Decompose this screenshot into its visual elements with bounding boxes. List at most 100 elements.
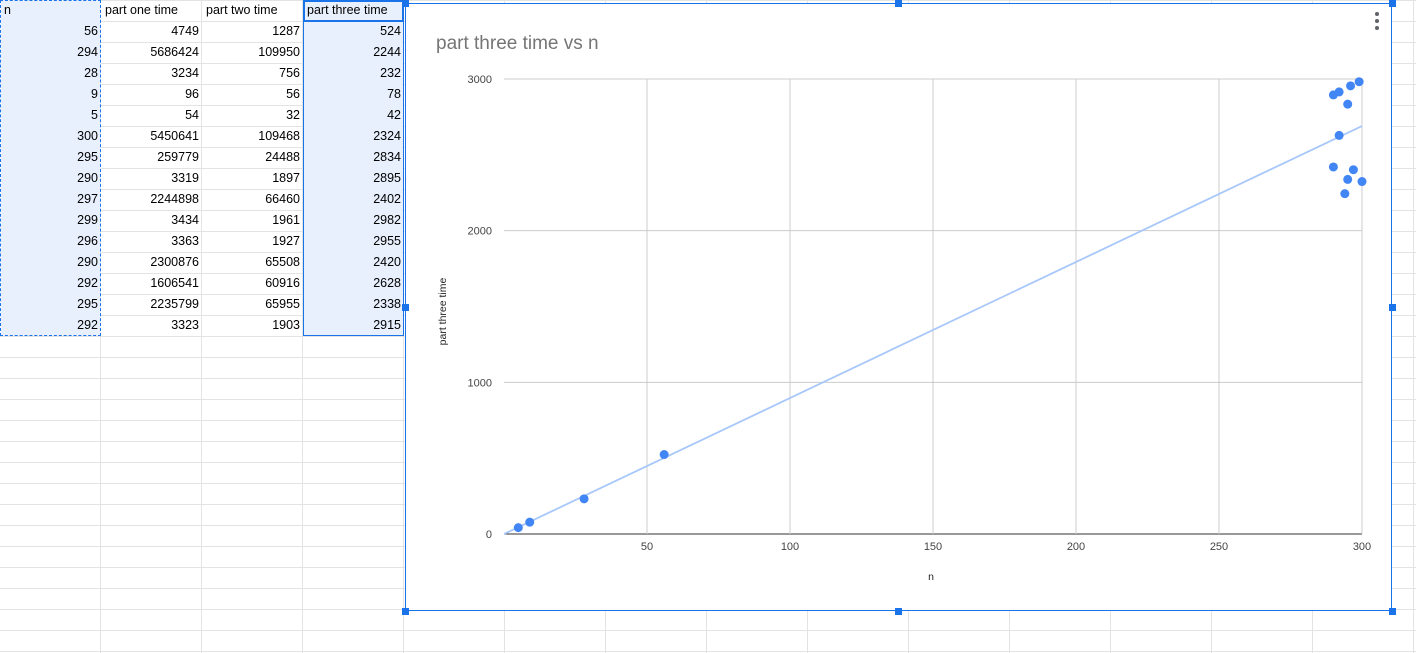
data-point[interactable]	[513, 523, 523, 533]
data-cell[interactable]: 290	[1, 168, 101, 189]
data-cell[interactable]: 294	[1, 42, 101, 63]
data-cell[interactable]: 1927	[272, 234, 300, 248]
embedded-chart[interactable]: part three time vs n 0 1000 2000 3000 50 100 15…	[405, 3, 1392, 611]
data-cell[interactable]: 259779	[157, 150, 199, 164]
data-cell[interactable]: 295	[1, 294, 101, 315]
data-cell[interactable]: 3434	[171, 213, 199, 227]
x-tick-label: 100	[781, 541, 799, 553]
data-cell[interactable]: 2834	[304, 147, 404, 168]
data-cell[interactable]: 78	[304, 84, 404, 105]
data-cell[interactable]: 3363	[171, 234, 199, 248]
x-axis-title: n	[928, 571, 934, 583]
data-cell[interactable]: 2338	[304, 294, 404, 315]
data-cell[interactable]: 109468	[258, 129, 300, 143]
resize-handle-top-right[interactable]	[1389, 0, 1396, 7]
data-cell[interactable]: 66460	[265, 192, 300, 206]
data-point[interactable]	[1334, 87, 1344, 97]
data-point[interactable]	[1334, 130, 1344, 140]
chart-menu-icon[interactable]	[1371, 10, 1383, 32]
y-tick-label: 3000	[468, 74, 492, 86]
data-cell[interactable]: 3319	[171, 171, 199, 185]
data-point[interactable]	[1354, 77, 1364, 87]
chart-canvas: part three time vs n 0 1000 2000 3000 50 100 15…	[436, 33, 1371, 583]
data-cell[interactable]: 5686424	[150, 45, 199, 59]
data-cell[interactable]: 1287	[272, 24, 300, 38]
y-tick-label: 2000	[468, 226, 492, 238]
data-cell[interactable]: 56	[286, 87, 300, 101]
data-cell[interactable]: 1961	[272, 213, 300, 227]
data-cell[interactable]: 2628	[304, 273, 404, 294]
data-cell[interactable]: 96	[185, 87, 199, 101]
y-axis-title: part three time	[437, 277, 449, 345]
resize-handle-bottom-left[interactable]	[402, 608, 409, 615]
x-tick-label: 300	[1353, 541, 1371, 553]
data-cell[interactable]: 5450641	[150, 129, 199, 143]
data-point[interactable]	[1357, 177, 1367, 187]
data-point[interactable]	[525, 517, 535, 527]
data-cell[interactable]: 2244	[304, 42, 404, 63]
resize-handle-top[interactable]	[895, 0, 902, 7]
data-point[interactable]	[1340, 189, 1350, 199]
data-cell[interactable]: 2402	[304, 189, 404, 210]
y-tick-label: 0	[486, 529, 492, 541]
data-cell[interactable]: 2300876	[150, 255, 199, 269]
data-cell[interactable]: 65508	[265, 255, 300, 269]
x-tick-label: 200	[1067, 541, 1085, 553]
data-cell[interactable]: 300	[1, 126, 101, 147]
data-cell[interactable]: 65955	[265, 297, 300, 311]
data-cell[interactable]: 297	[1, 189, 101, 210]
data-cell[interactable]: 1897	[272, 171, 300, 185]
data-cell[interactable]: 56	[1, 21, 101, 42]
data-cell[interactable]: 1903	[272, 318, 300, 332]
data-point[interactable]	[1346, 81, 1356, 91]
data-cell[interactable]: 54	[185, 108, 199, 122]
x-tick-label: 150	[924, 541, 942, 553]
data-cell[interactable]: 290	[1, 252, 101, 273]
data-cell[interactable]: 296	[1, 231, 101, 252]
data-cell[interactable]: 32	[286, 108, 300, 122]
data-cell[interactable]: 232	[304, 63, 404, 84]
header-cell[interactable]: part two time	[206, 3, 278, 17]
data-cell[interactable]: 3234	[171, 66, 199, 80]
resize-handle-bottom[interactable]	[895, 608, 902, 615]
data-point[interactable]	[579, 494, 589, 504]
data-cell[interactable]: 3323	[171, 318, 199, 332]
x-tick-label: 250	[1210, 541, 1228, 553]
data-point[interactable]	[1348, 165, 1358, 175]
data-point[interactable]	[1343, 174, 1353, 184]
data-cell[interactable]: 1606541	[150, 276, 199, 290]
data-cell[interactable]: 24488	[265, 150, 300, 164]
data-cell[interactable]: 2420	[304, 252, 404, 273]
resize-handle-left[interactable]	[402, 304, 409, 311]
data-cell[interactable]: 2235799	[150, 297, 199, 311]
trendline	[503, 125, 1363, 535]
resize-handle-bottom-right[interactable]	[1389, 608, 1396, 615]
data-cell[interactable]: 2324	[304, 126, 404, 147]
data-point[interactable]	[1343, 99, 1353, 109]
data-cell[interactable]: 60916	[265, 276, 300, 290]
data-cell[interactable]: 2955	[304, 231, 404, 252]
data-cell[interactable]: 5	[1, 105, 101, 126]
data-cell[interactable]: 42	[304, 105, 404, 126]
data-cell[interactable]: 524	[304, 21, 404, 42]
data-cell[interactable]: 299	[1, 210, 101, 231]
header-cell[interactable]: part one time	[105, 3, 178, 17]
data-point[interactable]	[1328, 162, 1338, 172]
data-cell[interactable]: 2244898	[150, 192, 199, 206]
header-cell[interactable]: n	[1, 0, 101, 21]
data-cell[interactable]: 2915	[304, 315, 404, 336]
resize-handle-top-left[interactable]	[402, 0, 409, 7]
data-cell[interactable]: 2895	[304, 168, 404, 189]
data-point[interactable]	[659, 450, 669, 460]
data-cell[interactable]: 4749	[171, 24, 199, 38]
data-cell[interactable]: 2982	[304, 210, 404, 231]
data-cell[interactable]: 9	[1, 84, 101, 105]
data-cell[interactable]: 295	[1, 147, 101, 168]
data-cell[interactable]: 292	[1, 273, 101, 294]
data-cell[interactable]: 292	[1, 315, 101, 336]
resize-handle-right[interactable]	[1389, 304, 1396, 311]
data-cell[interactable]: 109950	[258, 45, 300, 59]
header-cell[interactable]: part three time	[304, 0, 404, 21]
data-cell[interactable]: 28	[1, 63, 101, 84]
data-cell[interactable]: 756	[279, 66, 300, 80]
